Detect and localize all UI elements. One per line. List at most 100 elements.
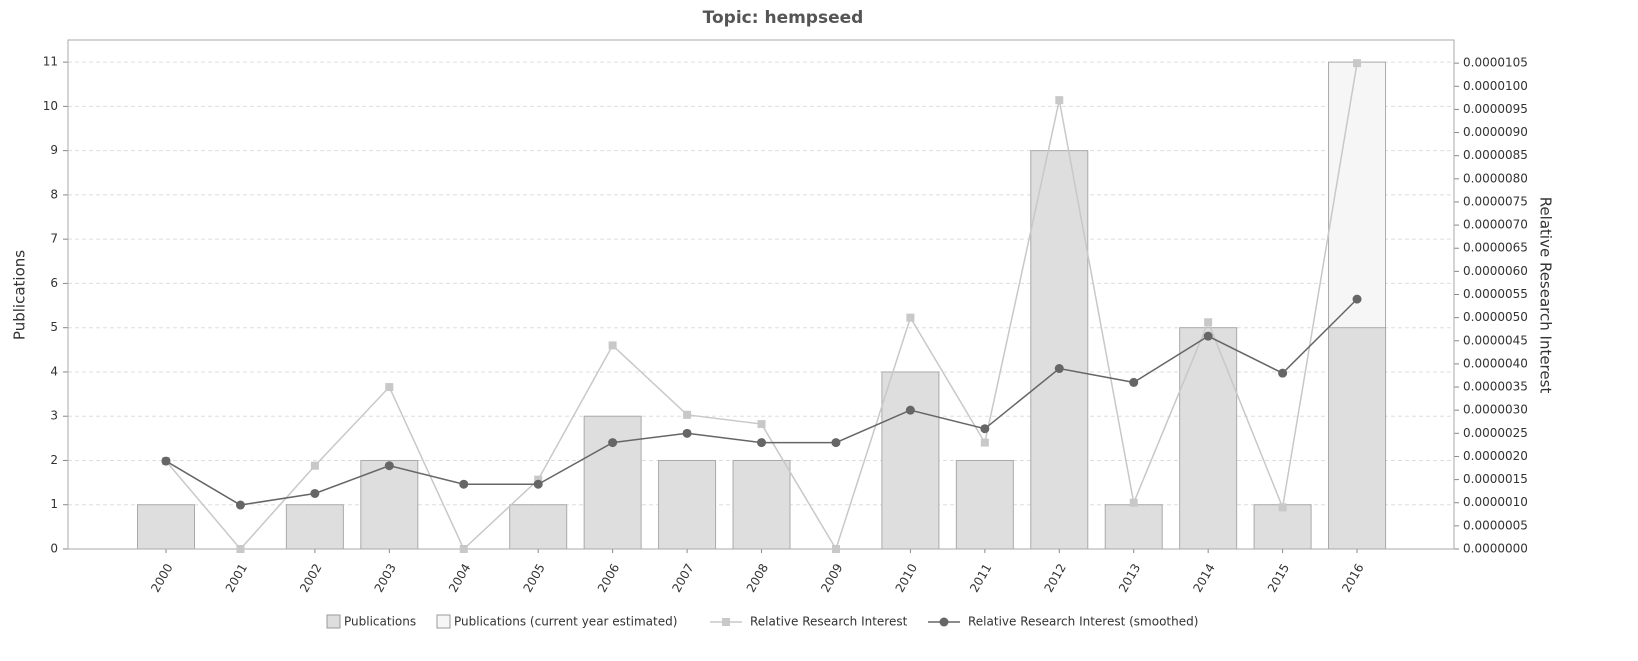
marker (384, 461, 394, 471)
y2-tick-label: 0.0000090 (1463, 125, 1528, 139)
marker (1129, 377, 1139, 387)
legend-label: Publications (344, 615, 416, 629)
marker (1353, 59, 1362, 68)
y2-tick-label: 0.0000025 (1463, 426, 1528, 440)
bar (658, 459, 717, 550)
legend-swatch (436, 614, 451, 629)
y2-axis-title: Relative Research Interest (1537, 197, 1555, 394)
x-tick-label: 2013 (1116, 561, 1143, 594)
y2-tick-label: 0.0000095 (1463, 102, 1528, 116)
y2-tick-label: 0.0000040 (1463, 356, 1528, 370)
y2-tick-label: 0.0000060 (1463, 264, 1528, 278)
marker (385, 383, 394, 392)
bar (1030, 150, 1089, 550)
chart-title: Topic: hempseed (703, 8, 864, 28)
y-tick-label: 7 (50, 232, 58, 246)
marker (757, 438, 767, 448)
bar (583, 415, 642, 550)
x-tick-label: 2016 (1339, 561, 1366, 594)
y-tick-label: 0 (50, 542, 58, 556)
y2-tick-label: 0.0000080 (1463, 171, 1528, 185)
marker (533, 479, 543, 489)
marker (1278, 368, 1288, 378)
marker (608, 341, 617, 350)
bar (509, 504, 568, 550)
marker (1055, 96, 1064, 105)
marker (1352, 294, 1362, 304)
x-tick-label: 2003 (372, 561, 399, 594)
x-tick-label: 2007 (669, 561, 696, 594)
x-tick-label: 2002 (297, 561, 324, 594)
y-tick-label: 4 (50, 364, 58, 378)
marker (310, 488, 320, 498)
marker (682, 428, 692, 438)
y2-tick-label: 0.0000105 (1463, 56, 1528, 70)
y2-tick-label: 0.0000065 (1463, 241, 1528, 255)
x-tick-label: 2008 (744, 561, 771, 594)
marker (831, 545, 840, 553)
bar (1253, 504, 1312, 550)
y2-tick-label: 0.0000070 (1463, 218, 1528, 232)
marker (459, 545, 468, 553)
x-tick-label: 2006 (595, 561, 622, 594)
y-tick-label: 5 (50, 320, 58, 334)
marker (608, 438, 618, 448)
marker (1204, 318, 1213, 327)
y2-tick-label: 0.0000055 (1463, 287, 1528, 301)
marker (235, 500, 245, 510)
y-axis-title: Publications (11, 250, 29, 340)
marker (1129, 498, 1138, 507)
legend-marker (939, 617, 949, 627)
y2-tick-label: 0.0000010 (1463, 495, 1528, 509)
x-tick-label: 2011 (967, 561, 994, 594)
marker (161, 456, 171, 466)
x-tick-label: 2001 (223, 561, 250, 594)
x-tick-label: 2000 (148, 561, 175, 594)
marker (1054, 364, 1064, 374)
marker (906, 313, 915, 322)
y-tick-label: 6 (50, 276, 58, 290)
y-tick-label: 1 (50, 497, 58, 511)
x-tick-label: 2014 (1190, 561, 1217, 594)
y2-tick-label: 0.0000085 (1463, 148, 1528, 162)
y2-tick-label: 0.0000015 (1463, 472, 1528, 486)
y-tick-label: 9 (50, 143, 58, 157)
y2-tick-label: 0.0000075 (1463, 194, 1528, 208)
y-tick-label: 3 (50, 409, 58, 423)
marker (459, 479, 469, 489)
marker (905, 405, 915, 415)
marker (236, 545, 245, 553)
legend-marker (722, 618, 730, 626)
legend-swatch (326, 614, 341, 629)
y2-tick-label: 0.0000035 (1463, 380, 1528, 394)
bar (732, 459, 791, 550)
bar (1104, 504, 1163, 550)
legend-label: Relative Research Interest (750, 615, 908, 629)
bar (1328, 327, 1387, 550)
bar (955, 459, 1014, 550)
x-tick-label: 2009 (818, 561, 845, 594)
marker (980, 438, 989, 447)
marker (1278, 503, 1287, 512)
y2-tick-label: 0.0000030 (1463, 403, 1528, 417)
y2-tick-label: 0.0000045 (1463, 333, 1528, 347)
bar (1179, 327, 1238, 550)
marker (831, 438, 841, 448)
y-tick-label: 10 (43, 99, 58, 113)
x-tick-label: 2012 (1042, 561, 1069, 594)
y2-tick-label: 0.0000000 (1463, 542, 1528, 556)
y-tick-label: 8 (50, 187, 58, 201)
legend-label: Relative Research Interest (smoothed) (968, 615, 1198, 629)
legend-label: Publications (current year estimated) (454, 615, 677, 629)
marker (534, 475, 543, 484)
bar (285, 504, 344, 550)
y2-tick-label: 0.0000050 (1463, 310, 1528, 324)
y2-tick-label: 0.0000100 (1463, 79, 1528, 93)
x-tick-label: 2005 (520, 561, 547, 594)
bar (137, 504, 195, 550)
bar (881, 371, 940, 550)
x-tick-label: 2010 (893, 561, 920, 594)
marker (683, 410, 692, 419)
y2-tick-label: 0.0000020 (1463, 449, 1528, 463)
